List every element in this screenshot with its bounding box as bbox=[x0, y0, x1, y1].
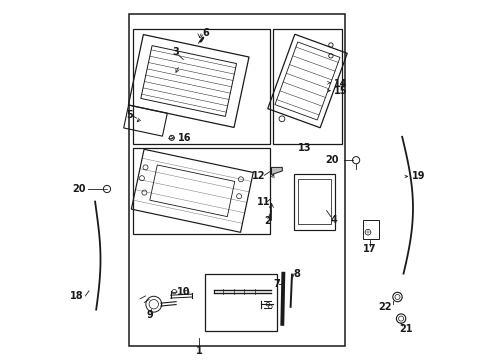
Text: 19: 19 bbox=[411, 171, 425, 181]
Text: 13: 13 bbox=[298, 143, 311, 153]
Bar bbox=[133, 148, 269, 234]
Text: 16: 16 bbox=[178, 133, 191, 143]
Text: 11: 11 bbox=[256, 197, 270, 207]
Text: 14: 14 bbox=[333, 78, 346, 89]
Bar bbox=[273, 29, 341, 144]
Text: 22: 22 bbox=[378, 302, 391, 312]
Polygon shape bbox=[271, 167, 282, 175]
Text: 4: 4 bbox=[330, 215, 336, 225]
Text: 10: 10 bbox=[176, 287, 190, 297]
Text: 15: 15 bbox=[333, 86, 346, 96]
Text: 9: 9 bbox=[146, 310, 153, 320]
Text: 17: 17 bbox=[362, 244, 376, 254]
Bar bbox=[204, 274, 276, 331]
Text: 20: 20 bbox=[72, 184, 85, 194]
Text: 20: 20 bbox=[325, 155, 338, 165]
Text: 1: 1 bbox=[196, 346, 203, 356]
Bar bbox=[362, 220, 378, 239]
Bar bbox=[133, 29, 269, 144]
Text: 3: 3 bbox=[172, 47, 179, 57]
Text: 7: 7 bbox=[273, 279, 280, 289]
Text: 21: 21 bbox=[398, 324, 412, 334]
Text: 12: 12 bbox=[252, 171, 265, 181]
Text: 6: 6 bbox=[202, 28, 208, 38]
Text: 8: 8 bbox=[293, 269, 300, 279]
Text: 5: 5 bbox=[126, 110, 132, 120]
Bar bbox=[129, 14, 345, 346]
Text: 2: 2 bbox=[264, 216, 271, 226]
Text: 18: 18 bbox=[69, 291, 83, 301]
